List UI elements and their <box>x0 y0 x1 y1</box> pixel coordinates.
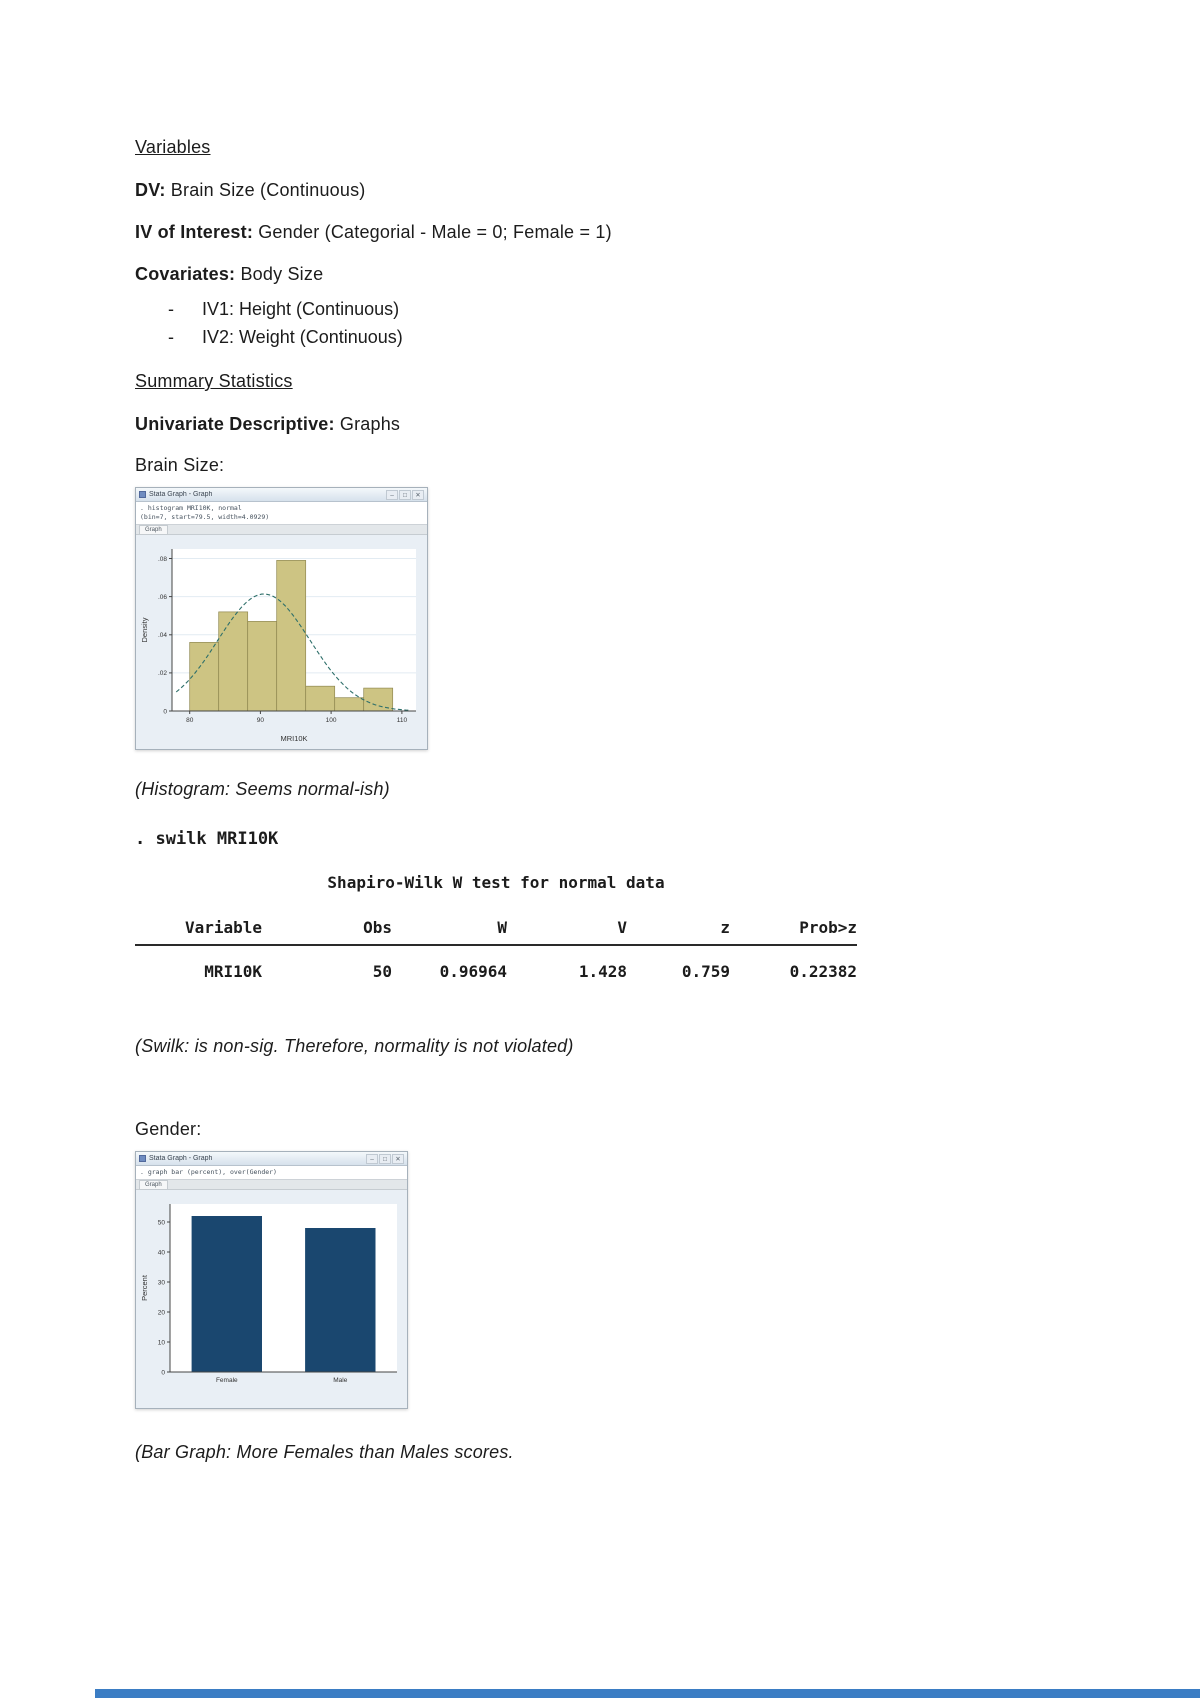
command-line: (bin=7, start=79.5, width=4.0929) <box>140 513 270 521</box>
svg-text:90: 90 <box>257 717 265 724</box>
histogram-plot-area: 80 90 100 110 0 .02 .04 .06 .08 MRI10K Density <box>136 535 427 749</box>
iv-value: Gender (Categorial - Male = 0; Female = … <box>253 222 612 242</box>
cell-probz: 0.22382 <box>789 962 857 981</box>
svg-text:.08: .08 <box>158 556 167 563</box>
covariates-line: Covariates: Body Size <box>135 265 1080 284</box>
stata-graph-window-histogram: Stata Graph - Graph – □ ✕ . histogram MR… <box>135 487 428 750</box>
bullet-text: IV2: Weight (Continuous) <box>202 327 403 347</box>
svg-text:.02: .02 <box>158 670 167 677</box>
svg-text:Male: Male <box>333 1377 347 1384</box>
bullet-text: IV1: Height (Continuous) <box>202 299 400 319</box>
gender-label: Gender: <box>135 1119 202 1139</box>
covariate-list: - IV1: Height (Continuous) - IV2: Weight… <box>168 300 1080 347</box>
covariates-label: Covariates: <box>135 264 236 284</box>
covariates-value: Body Size <box>235 264 324 284</box>
histogram-caption: (Histogram: Seems normal-ish) <box>135 779 390 799</box>
swilk-table-title: Shapiro-Wilk W test for normal data <box>327 873 665 892</box>
list-item: - IV2: Weight (Continuous) <box>168 328 1080 347</box>
command-echo-area: . histogram MRI10K, normal (bin=7, start… <box>136 502 427 524</box>
swilk-caption: (Swilk: is non-sig. Therefore, normality… <box>135 1036 574 1056</box>
table-row: MRI10K 50 0.96964 1.428 0.759 0.22382 <box>135 962 857 981</box>
col-header-obs: Obs <box>363 918 392 937</box>
svg-text:50: 50 <box>158 1219 166 1226</box>
dv-label: DV: <box>135 180 166 200</box>
graph-tab: Graph <box>139 524 168 535</box>
maximize-icon: □ <box>379 1153 391 1164</box>
col-header-v: V <box>617 918 627 937</box>
svg-text:Percent: Percent <box>140 1274 149 1301</box>
svg-text:Density: Density <box>140 617 149 642</box>
univariate-line: Univariate Descriptive: Graphs <box>135 415 1080 434</box>
cell-v: 1.428 <box>578 962 627 981</box>
list-item: - IV1: Height (Continuous) <box>168 300 1080 319</box>
close-icon: ✕ <box>392 1153 404 1164</box>
svg-text:0: 0 <box>163 708 167 715</box>
iv-line: IV of Interest: Gender (Categorial - Mal… <box>135 223 1080 242</box>
table-header-row: Variable Obs W V z Prob>z <box>135 918 857 937</box>
bar-chart: Female Male 0 10 20 30 40 50 Percent <box>138 1192 405 1406</box>
document-page: Variables DV: Brain Size (Continuous) IV… <box>135 137 1080 1462</box>
svg-text:20: 20 <box>158 1309 166 1316</box>
summary-statistics-heading: Summary Statistics <box>135 371 293 391</box>
histogram-chart: 80 90 100 110 0 .02 .04 .06 .08 MRI10K Density <box>138 537 425 747</box>
cell-z: 0.759 <box>681 962 730 981</box>
svg-text:30: 30 <box>158 1279 166 1286</box>
graph-tab-strip: Graph <box>136 524 427 535</box>
window-controls: – □ ✕ <box>386 489 424 500</box>
svg-text:40: 40 <box>158 1249 166 1256</box>
cell-obs: 50 <box>372 962 392 981</box>
window-titlebar: Stata Graph - Graph – □ ✕ <box>136 1152 407 1166</box>
window-titlebar: Stata Graph - Graph – □ ✕ <box>136 488 427 502</box>
command-line: . histogram MRI10K, normal <box>140 504 242 512</box>
command-echo-area: . graph bar (percent), over(Gender) <box>136 1166 407 1179</box>
cell-variable: MRI10K <box>204 962 262 981</box>
stata-graph-window-bar: Stata Graph - Graph – □ ✕ . graph bar (p… <box>135 1151 408 1409</box>
cell-w: 0.96964 <box>439 962 507 981</box>
svg-text:.04: .04 <box>158 632 167 639</box>
stata-app-icon <box>139 491 146 498</box>
svg-text:Female: Female <box>216 1377 238 1384</box>
variables-heading: Variables <box>135 137 211 157</box>
bullet-dash: - <box>168 327 174 347</box>
command-line: . graph bar (percent), over(Gender) <box>140 1168 277 1176</box>
graph-tab: Graph <box>139 1179 168 1190</box>
minimize-icon: – <box>386 489 398 500</box>
svg-text:10: 10 <box>158 1339 166 1346</box>
maximize-icon: □ <box>399 489 411 500</box>
close-icon: ✕ <box>412 489 424 500</box>
iv-label: IV of Interest: <box>135 222 254 242</box>
page-bottom-accent-bar <box>95 1689 1200 1698</box>
stata-app-icon <box>139 1155 146 1162</box>
minimize-icon: – <box>366 1153 378 1164</box>
col-header-probz: Prob>z <box>799 918 857 937</box>
window-controls: – □ ✕ <box>366 1153 404 1164</box>
bullet-dash: - <box>168 299 174 319</box>
univariate-value: Graphs <box>334 414 401 434</box>
brain-size-label: Brain Size: <box>135 455 225 475</box>
bar-plot-area: Female Male 0 10 20 30 40 50 Percent <box>136 1190 407 1408</box>
swilk-command: . swilk MRI10K <box>135 829 279 849</box>
svg-text:80: 80 <box>186 717 194 724</box>
col-header-variable: Variable <box>184 918 262 937</box>
table-rule <box>135 944 857 946</box>
bar-graph-caption: (Bar Graph: More Females than Males scor… <box>135 1442 514 1462</box>
swilk-output-table: Shapiro-Wilk W test for normal data Vari… <box>135 873 857 981</box>
col-header-z: z <box>720 918 730 937</box>
dv-value: Brain Size (Continuous) <box>165 180 366 200</box>
svg-text:MRI10K: MRI10K <box>280 734 307 743</box>
dv-line: DV: Brain Size (Continuous) <box>135 181 1080 200</box>
svg-text:100: 100 <box>326 717 337 724</box>
svg-text:110: 110 <box>397 717 408 724</box>
univariate-label: Univariate Descriptive: <box>135 414 335 434</box>
window-title: Stata Graph - Graph <box>149 491 213 498</box>
svg-text:0: 0 <box>161 1369 165 1376</box>
col-header-w: W <box>497 918 507 937</box>
svg-text:.06: .06 <box>158 594 167 601</box>
graph-tab-strip: Graph <box>136 1179 407 1190</box>
window-title: Stata Graph - Graph <box>149 1155 213 1162</box>
